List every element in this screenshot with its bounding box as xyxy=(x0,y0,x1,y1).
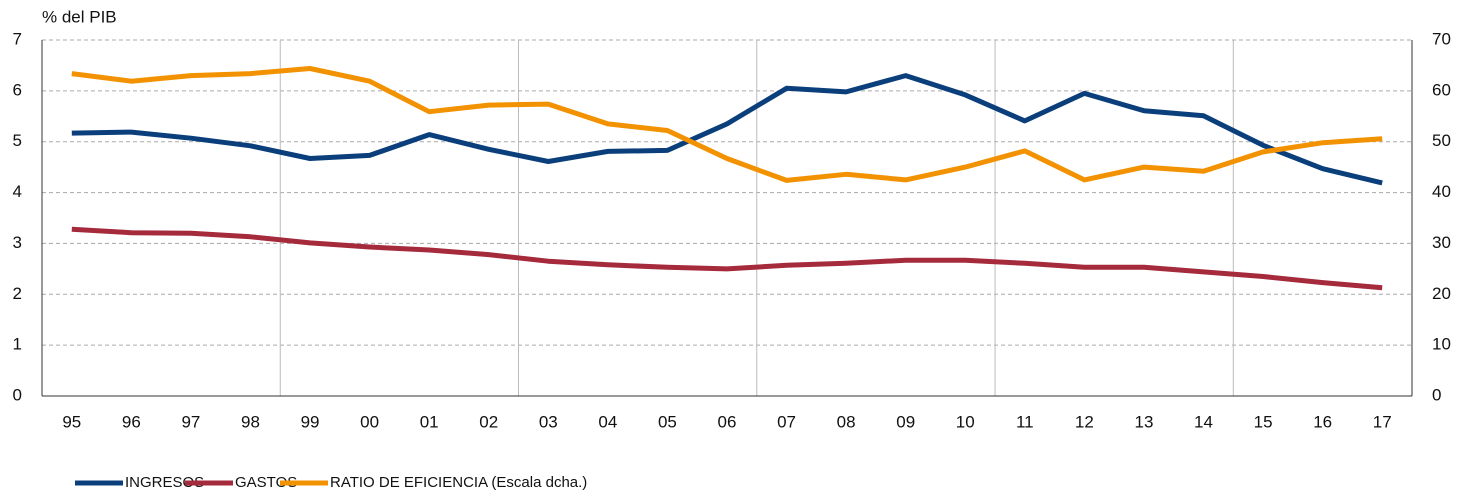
x-tick-label: 17 xyxy=(1373,412,1392,431)
y2-tick-label: 40 xyxy=(1432,182,1451,201)
x-tick-label: 02 xyxy=(479,412,498,431)
y-tick-label: 3 xyxy=(13,233,22,252)
y2-tick-label: 70 xyxy=(1432,29,1451,48)
x-tick-label: 06 xyxy=(718,412,737,431)
y2-tick-label: 60 xyxy=(1432,80,1451,99)
y-tick-label: 6 xyxy=(13,80,22,99)
y2-tick-label: 30 xyxy=(1432,233,1451,252)
series-line xyxy=(71,73,1383,186)
x-tick-label: 13 xyxy=(1134,412,1153,431)
x-tick-label: 99 xyxy=(301,412,320,431)
x-tick-label: 16 xyxy=(1313,412,1332,431)
x-tick-label: 05 xyxy=(658,412,677,431)
legend-label: INGRESOS xyxy=(125,474,204,491)
x-tick-label: 15 xyxy=(1254,412,1273,431)
y2-tick-label: 10 xyxy=(1432,335,1451,354)
x-tick-label: 11 xyxy=(1016,412,1034,431)
x-tick-label: 08 xyxy=(837,412,856,431)
y-tick-label: 1 xyxy=(13,335,22,354)
x-tick-label: 00 xyxy=(360,412,379,431)
x-tick-label: 10 xyxy=(956,412,975,431)
x-tick-label: 01 xyxy=(420,412,439,431)
x-tick-label: 14 xyxy=(1194,412,1213,431)
y-tick-label: 5 xyxy=(13,131,22,150)
x-tick-label: 12 xyxy=(1075,412,1094,431)
series-line xyxy=(71,66,1383,183)
x-tick-label: 96 xyxy=(122,412,141,431)
x-tick-label: 97 xyxy=(181,412,200,431)
y2-tick-label: 0 xyxy=(1432,385,1441,404)
y2-tick-label: 50 xyxy=(1432,131,1451,150)
series-line xyxy=(71,226,1383,291)
y-tick-label: 4 xyxy=(13,182,22,201)
legend-label: GASTOS xyxy=(235,474,297,491)
x-tick-label: 03 xyxy=(539,412,558,431)
legend-label: RATIO DE EFICIENCIA (Escala dcha.) xyxy=(330,474,587,491)
x-tick-label: 95 xyxy=(62,412,81,431)
y-axis-label: % del PIB xyxy=(42,7,117,26)
y2-tick-label: 20 xyxy=(1432,284,1451,303)
x-tick-label: 98 xyxy=(241,412,260,431)
y-tick-label: 2 xyxy=(13,284,22,303)
y-tick-label: 7 xyxy=(13,29,22,48)
x-tick-label: 04 xyxy=(598,412,617,431)
y-tick-label: 0 xyxy=(13,385,22,404)
x-tick-label: 07 xyxy=(777,412,796,431)
x-tick-label: 09 xyxy=(896,412,915,431)
